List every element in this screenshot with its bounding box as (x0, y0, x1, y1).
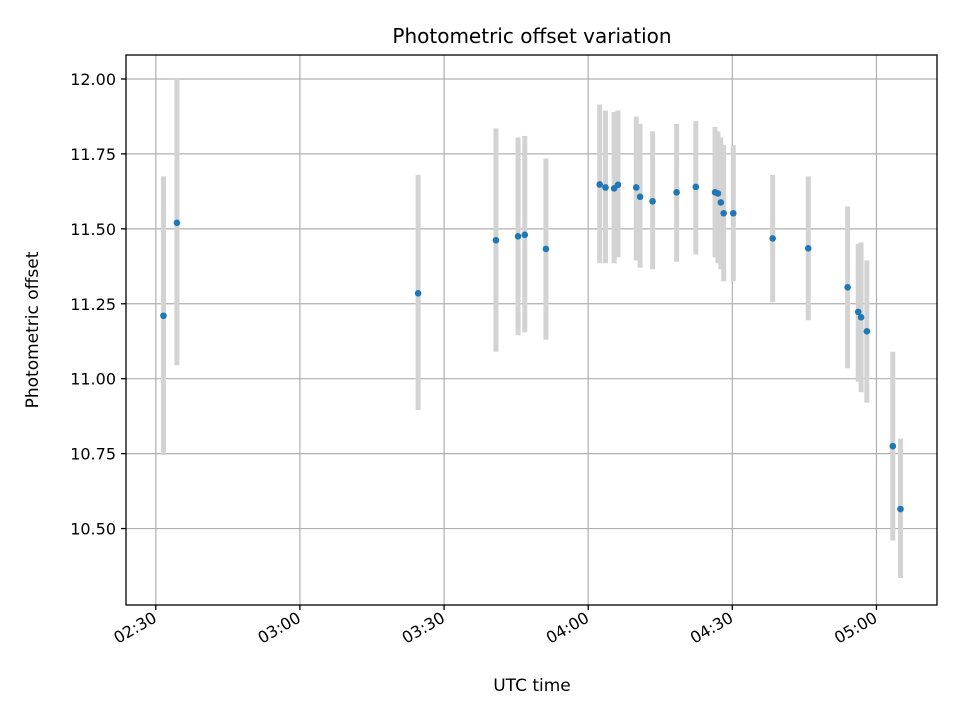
point-layer (160, 181, 904, 513)
y-axis: 10.50 10.75 11.00 11.25 11.50 11.75 12.00 (70, 70, 126, 539)
data-point (173, 219, 181, 227)
data-point (857, 313, 865, 321)
data-point (854, 308, 862, 316)
y-tick-label: 11.75 (70, 145, 116, 164)
data-point (863, 328, 871, 335)
grid-layer (126, 55, 937, 605)
data-point (414, 289, 422, 297)
y-tick-label: 11.25 (70, 295, 116, 314)
data-point (714, 190, 722, 197)
data-point (804, 245, 812, 252)
data-point (844, 283, 851, 291)
y-tick-label: 11.50 (70, 220, 116, 239)
chart-title: Photometric offset variation (392, 24, 671, 48)
data-point (897, 505, 904, 513)
data-point (521, 231, 529, 239)
x-tick-label: 05:00 (831, 608, 880, 648)
data-point (649, 197, 656, 205)
x-tick-label: 03:00 (254, 608, 303, 648)
data-point (614, 181, 622, 189)
data-point (673, 188, 680, 196)
x-tick-label: 04:00 (543, 608, 592, 648)
data-point (492, 236, 500, 244)
data-point (692, 183, 700, 191)
data-point (160, 312, 167, 320)
data-point (596, 181, 604, 188)
x-tick-label: 03:30 (399, 608, 448, 648)
y-axis-label: Photometric offset (23, 251, 43, 408)
data-point (889, 442, 897, 450)
data-point (632, 184, 640, 191)
x-axis: 02:30 03:00 03:30 04:00 04:30 05:00 (110, 605, 880, 648)
plot-frame (125, 54, 938, 606)
x-tick-label: 02:30 (110, 608, 159, 648)
x-tick-label: 04:30 (687, 608, 736, 648)
data-point (514, 233, 522, 240)
data-point (729, 209, 737, 217)
data-point (542, 245, 550, 253)
data-point (720, 209, 727, 217)
y-tick-label: 11.00 (70, 370, 116, 389)
data-point (769, 235, 776, 242)
data-point (602, 184, 609, 191)
y-tick-label: 10.75 (70, 445, 116, 464)
data-point (636, 193, 644, 201)
y-tick-label: 12.00 (70, 70, 116, 89)
x-axis-label: UTC time (493, 676, 571, 696)
y-tick-label: 10.50 (70, 520, 116, 539)
data-point (717, 199, 725, 206)
